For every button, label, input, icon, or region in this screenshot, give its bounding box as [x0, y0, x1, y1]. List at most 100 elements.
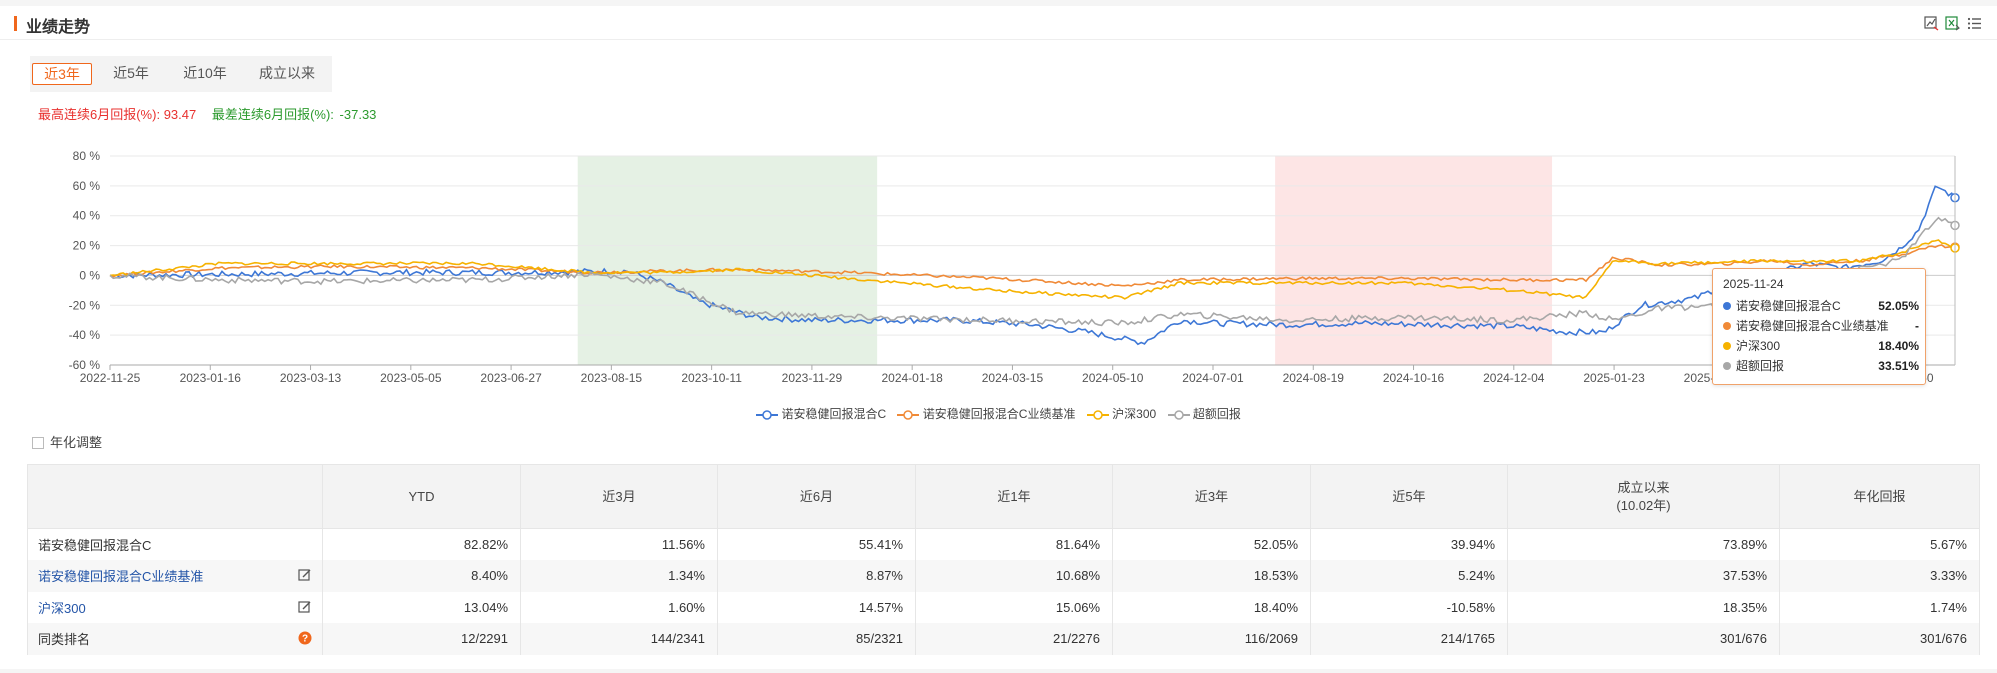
- table-cell: 21/2276: [915, 623, 1113, 655]
- table-cell: 39.94%: [1310, 528, 1508, 560]
- y-tick-label: -60 %: [69, 358, 101, 372]
- performance-panel: 业绩走势 近3年 近5年 近10年 成立以来 最高连续6月回报(%): 93.4…: [0, 6, 1997, 669]
- tooltip-series-name: 诺安稳健回报混合C: [1736, 299, 1841, 313]
- tooltip-series-name: 沪深300: [1736, 339, 1781, 353]
- highlight-band: [1275, 156, 1553, 365]
- y-tick-label: -20 %: [69, 298, 101, 312]
- chart-export-icon[interactable]: [1924, 16, 1939, 31]
- help-icon[interactable]: ?: [298, 631, 312, 645]
- panel-header: 业绩走势: [0, 6, 1997, 40]
- highlight-band: [577, 156, 878, 365]
- table-cell: 18.40%: [1112, 591, 1311, 623]
- tab-since-inception[interactable]: 成立以来: [259, 65, 315, 81]
- table-cell: 37.53%: [1507, 560, 1780, 592]
- row-name-cell[interactable]: 沪深300: [27, 591, 323, 623]
- x-tick-label: 2023-06-27: [480, 371, 542, 385]
- panel-title: 业绩走势: [26, 19, 91, 36]
- table-row: 沪深300 13.04% 1.60% 14.57% 15.06% 18.40% -10.58…: [27, 591, 1980, 623]
- worst-6m-label: 最差连续6月回报(%):: [211, 107, 334, 122]
- y-tick-label: 0 %: [79, 268, 100, 282]
- edit-icon[interactable]: [298, 568, 312, 582]
- tooltip-series-value: 33.51%: [1878, 359, 1919, 373]
- table-cell: 116/2069: [1112, 623, 1311, 655]
- tooltip-date: 2025-11-24: [1723, 277, 1784, 291]
- table-cell: 55.41%: [717, 528, 916, 560]
- table-cell: 10.68%: [915, 560, 1113, 592]
- header-3y: 近3年: [1112, 464, 1311, 529]
- tooltip-series-value: 52.05%: [1878, 299, 1919, 313]
- row-name: 同类排名: [38, 632, 91, 648]
- series-line[interactable]: [109, 216, 1956, 327]
- x-tick-label: 2024-08-19: [1283, 371, 1345, 385]
- table-cell: 13.04%: [322, 591, 521, 623]
- edit-icon[interactable]: [298, 600, 312, 614]
- x-tick-label: 2024-05-10: [1082, 371, 1144, 385]
- tab-3y[interactable]: 近3年: [32, 63, 92, 85]
- header-since-sub: (10.02年): [1616, 497, 1671, 513]
- legend-line-icon: [897, 410, 920, 420]
- header-6m: 近6月: [717, 464, 916, 529]
- legend-item-fund[interactable]: 诺安稳健回报混合C: [756, 405, 886, 422]
- table-cell: 15.06%: [915, 591, 1113, 623]
- tooltip-row: 超额回报 33.51%: [1723, 357, 1919, 375]
- table-cell: 5.67%: [1779, 528, 1980, 560]
- table-header-row: YTD 近3月 近6月 近1年 近3年 近5年 成立以来 (10.02年) 年化回…: [27, 464, 1980, 529]
- table-cell: 1.60%: [520, 591, 718, 623]
- x-tick-label: 2024-07-01: [1182, 371, 1244, 385]
- x-tick-label: 2023-11-29: [782, 371, 843, 385]
- series-line[interactable]: [109, 185, 1956, 346]
- header-ytd: YTD: [322, 464, 521, 529]
- table-cell: 52.05%: [1112, 528, 1311, 560]
- header-since-inception: 成立以来 (10.02年): [1507, 464, 1780, 529]
- tooltip-series-name: 超额回报: [1736, 359, 1785, 373]
- y-tick-label: -40 %: [69, 328, 101, 342]
- chart-svg[interactable]: 80 % 60 % 40 % 20 % 0 % -20 % -40 % -60 %2022-1…: [0, 136, 1997, 396]
- table-cell: 301/676: [1507, 623, 1780, 655]
- x-tick-label: 2025-01-23: [1583, 371, 1645, 385]
- table-cell: 1.74%: [1779, 591, 1980, 623]
- table-cell: 301/676: [1779, 623, 1980, 655]
- six-month-stats: 最高连续6月回报(%): 93.47 最差连续6月回报(%): -37.33: [38, 104, 376, 123]
- best-6m-label: 最高连续6月回报(%):: [38, 107, 161, 122]
- x-tick-label: 2022-11-25: [80, 371, 141, 385]
- table-cell: 18.35%: [1507, 591, 1780, 623]
- table-cell: 8.87%: [717, 560, 916, 592]
- series-dot-icon: [1723, 322, 1731, 330]
- row-name-cell: 同类排名?: [27, 623, 323, 655]
- annualize-checkbox[interactable]: [32, 437, 44, 449]
- row-name-cell: 诺安稳健回报混合C: [27, 528, 323, 560]
- series-line[interactable]: [109, 239, 1956, 300]
- tooltip-row: 沪深300 18.40%: [1723, 337, 1919, 355]
- x-tick-label: 2024-10-16: [1383, 371, 1445, 385]
- tooltip-series-name: 诺安稳健回报混合C业绩基准: [1736, 319, 1889, 333]
- legend-item-excess[interactable]: 超额回报: [1167, 405, 1241, 422]
- row-name[interactable]: 诺安稳健回报混合C业绩基准: [38, 569, 204, 585]
- performance-chart[interactable]: 80 % 60 % 40 % 20 % 0 % -20 % -40 % -60 % 2022-1…: [0, 136, 1997, 396]
- legend-item-csi300[interactable]: 沪深300: [1086, 405, 1156, 422]
- performance-table: YTD 近3月 近6月 近1年 近3年 近5年 成立以来 (10.02年) 年化回…: [27, 464, 1980, 655]
- header-name: [27, 464, 323, 529]
- tab-10y[interactable]: 近10年: [183, 65, 227, 81]
- tab-5y[interactable]: 近5年: [113, 65, 149, 81]
- tooltip-row: 诺安稳健回报混合C 52.05%: [1723, 297, 1919, 315]
- table-cell: 5.24%: [1310, 560, 1508, 592]
- best-6m-value: 93.47: [163, 107, 197, 122]
- row-name-cell[interactable]: 诺安稳健回报混合C业绩基准: [27, 560, 323, 592]
- x-tick-label: 2023-08-15: [581, 371, 643, 385]
- excel-export-icon[interactable]: [1945, 16, 1960, 31]
- legend-label: 诺安稳健回报混合C业绩基准: [922, 407, 1076, 421]
- annualize-toggle[interactable]: 年化调整: [32, 432, 102, 451]
- series-dot-icon: [1723, 362, 1731, 370]
- legend-item-benchmark[interactable]: 诺安稳健回报混合C业绩基准: [897, 405, 1075, 422]
- series-dot-icon: [1723, 342, 1731, 350]
- list-icon[interactable]: [1967, 16, 1982, 31]
- worst-6m-value: -37.33: [339, 107, 377, 122]
- y-tick-label: 60 %: [73, 179, 101, 193]
- row-name[interactable]: 沪深300: [38, 600, 86, 616]
- header-since-label: 成立以来: [1617, 479, 1670, 495]
- table-row: 诺安稳健回报混合C 82.82% 11.56% 55.41% 81.64% 52.05% 3…: [27, 528, 1980, 560]
- table-row: 诺安稳健回报混合C业绩基准 8.40% 1.34% 8.87% 10.68% 18.53%…: [27, 560, 1980, 592]
- title-accent-bar: [14, 16, 17, 31]
- x-tick-label: 2023-03-13: [280, 371, 342, 385]
- chart-tooltip: 2025-11-24 诺安稳健回报混合C 52.05% 诺安稳健回报混合C业绩基准…: [1712, 268, 1926, 385]
